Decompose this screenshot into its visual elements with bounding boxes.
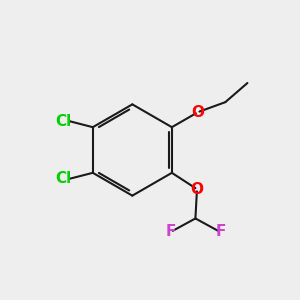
Text: O: O bbox=[190, 182, 203, 196]
Text: Cl: Cl bbox=[55, 171, 71, 186]
Text: Cl: Cl bbox=[55, 114, 71, 129]
Text: O: O bbox=[191, 105, 204, 120]
Text: F: F bbox=[165, 224, 176, 239]
Text: F: F bbox=[215, 224, 226, 239]
